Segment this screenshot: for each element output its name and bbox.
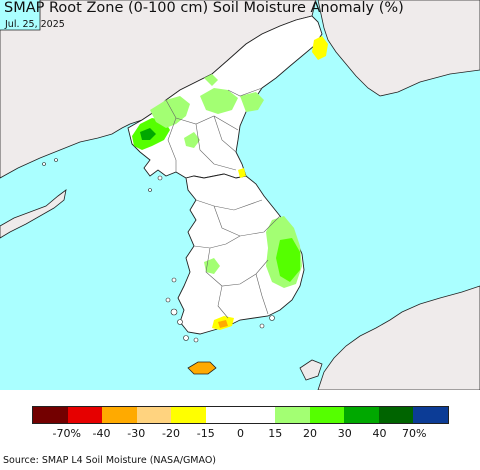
anomaly-green-n — [200, 88, 238, 114]
legend-tick-label: 30 — [337, 427, 352, 440]
legend-tick-label: 20 — [303, 427, 317, 440]
legend-swatch — [413, 407, 448, 423]
legend-swatch — [309, 407, 345, 423]
legend-tick-label: -40 — [92, 427, 111, 440]
anomaly-green-dark — [140, 128, 156, 140]
map-title: SMAP Root Zone (0-100 cm) Soil Moisture … — [4, 0, 404, 16]
legend-tick-label: -30 — [127, 427, 146, 440]
south-korea — [177, 173, 305, 335]
legend-ticks: -70% -40 -30 -20 -15 0 15 20 30 40 70% — [0, 427, 480, 441]
legend-tick-label: -15 — [196, 427, 215, 440]
anomaly-yellow-dmz — [238, 168, 246, 178]
shandong-peninsula — [0, 189, 67, 239]
legend-swatch — [378, 407, 414, 423]
legend-swatch — [171, 407, 206, 423]
anomaly-green-nw-2 — [150, 96, 190, 128]
legend-swatch — [344, 407, 379, 423]
legend-tick-label: 0 — [237, 427, 244, 440]
legend-colorbar — [32, 406, 449, 424]
russia — [317, 0, 480, 97]
anomaly-green-n-2 — [240, 92, 264, 112]
anomaly-green-se-2 — [276, 238, 300, 282]
jeju-island — [187, 361, 217, 375]
legend-swatch — [136, 407, 172, 423]
japan-island — [299, 359, 323, 381]
anomaly-green-sw — [204, 258, 220, 274]
anomaly-green-n-4 — [204, 74, 218, 86]
soil-moisture-map — [0, 0, 480, 390]
map-date: Jul. 25, 2025 — [5, 19, 65, 30]
legend-tick-label: -70% — [52, 427, 81, 440]
legend-swatch — [102, 407, 137, 423]
anomaly-green-n-3 — [184, 132, 200, 148]
legend-swatch — [67, 407, 103, 423]
legend-swatch — [275, 407, 310, 423]
anomaly-orange-south — [218, 320, 228, 328]
legend-tick-label: 70% — [402, 427, 427, 440]
province-boundaries — [165, 87, 281, 319]
legend-swatch — [33, 407, 68, 423]
anomaly-yellow-ne — [312, 36, 328, 60]
legend-tick-label: 40 — [372, 427, 387, 440]
source-note: Source: SMAP L4 Soil Moisture (NASA/GMAO… — [3, 455, 217, 466]
legend-swatch — [240, 407, 276, 423]
legend-swatch — [205, 407, 241, 423]
islands — [42, 158, 275, 343]
legend-tick-label: 15 — [268, 427, 283, 440]
japan — [317, 285, 480, 390]
legend-tick-label: -20 — [162, 427, 180, 440]
